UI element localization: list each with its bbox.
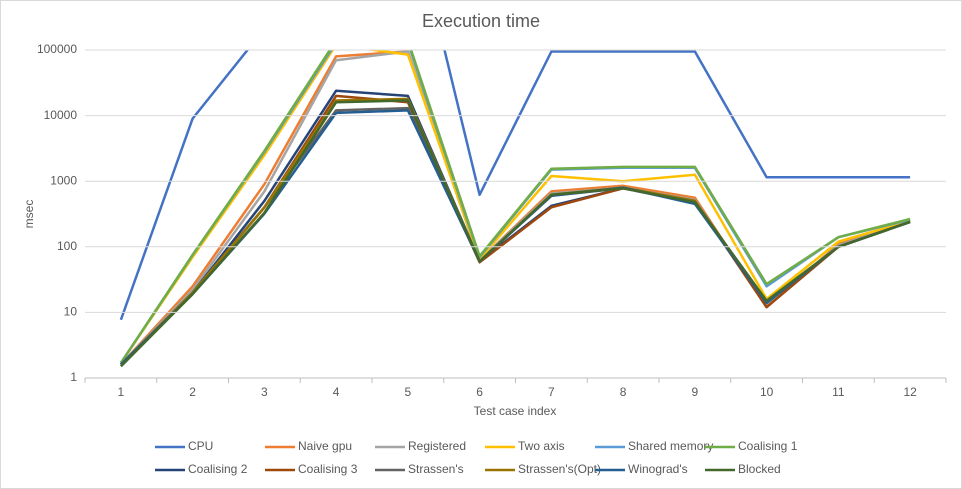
x-tick-label: 11 bbox=[832, 385, 845, 399]
x-tick-label: 3 bbox=[261, 385, 268, 399]
legend-label: Registered bbox=[408, 439, 466, 453]
series-line bbox=[119, 50, 911, 364]
x-tick-label: 12 bbox=[903, 385, 917, 399]
x-tick-label: 10 bbox=[760, 385, 774, 399]
y-tick-label: 10000 bbox=[44, 108, 78, 122]
x-tick-label: 1 bbox=[118, 385, 125, 399]
y-tick-label: 1 bbox=[70, 370, 77, 384]
series-line bbox=[120, 99, 911, 368]
y-tick-label: 1000 bbox=[50, 173, 77, 187]
legend-label: Naive gpu bbox=[298, 439, 352, 453]
legend-label: Winograd's bbox=[628, 462, 688, 476]
legend-label: Coalising 1 bbox=[738, 439, 798, 453]
y-tick-label: 10 bbox=[64, 305, 78, 319]
chart-title: Execution time bbox=[422, 11, 540, 31]
legend-label: Strassen's(Opt) bbox=[518, 462, 601, 476]
y-tick-label: 100 bbox=[57, 239, 77, 253]
x-tick-label: 4 bbox=[333, 385, 340, 399]
series-line bbox=[119, 50, 911, 364]
legend-label: Two axis bbox=[518, 439, 565, 453]
y-tick-label: 100000 bbox=[37, 42, 77, 56]
x-tick-label: 5 bbox=[405, 385, 412, 399]
x-tick-label: 6 bbox=[476, 385, 483, 399]
legend-label: Blocked bbox=[738, 462, 781, 476]
x-tick-label: 7 bbox=[548, 385, 555, 399]
x-axis-label: Test case index bbox=[474, 404, 557, 418]
x-tick-label: 2 bbox=[189, 385, 196, 399]
legend-label: Coalising 3 bbox=[298, 462, 358, 476]
legend-label: Strassen's bbox=[408, 462, 464, 476]
plot-lines bbox=[119, 50, 911, 368]
legend-label: CPU bbox=[188, 439, 213, 453]
legend-label: Shared memory bbox=[628, 439, 713, 453]
x-tick-label: 9 bbox=[692, 385, 699, 399]
y-axis-label: msec bbox=[22, 200, 36, 229]
legend-label: Coalising 2 bbox=[188, 462, 248, 476]
series-line bbox=[119, 50, 911, 321]
x-tick-label: 8 bbox=[620, 385, 627, 399]
